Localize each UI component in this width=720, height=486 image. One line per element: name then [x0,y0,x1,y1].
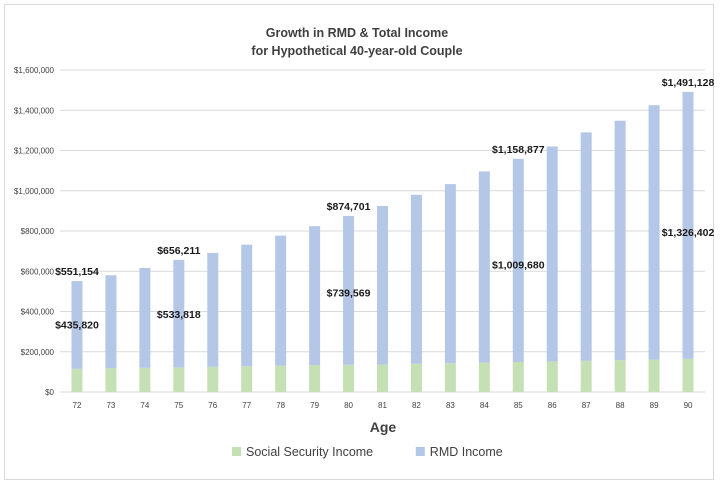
bar-rmd-income [546,146,558,362]
bar-social-security [512,361,524,392]
data-label: $1,326,402 [662,227,715,239]
bar-social-security [546,361,558,392]
bar-social-security [71,368,83,392]
x-tick-label: 72 [73,401,82,410]
x-axis-label: Age [370,419,397,435]
bar-social-security [648,359,660,392]
x-tick-label: 80 [344,401,353,410]
bar-social-security [173,367,185,392]
x-tick-label: 87 [582,401,591,410]
data-label: $533,818 [157,309,201,321]
y-axis-ticks: $0 $200,000 $400,000 $600,000 $800,000 $1,000… [14,66,55,397]
x-tick-label: 88 [616,401,625,410]
x-tick-label: 83 [446,401,455,410]
bar-rmd-income [241,244,253,367]
x-tick-label: 77 [242,401,251,410]
bar-rmd-income [648,105,660,360]
bar-rmd-income [682,91,694,359]
y-tick-label: $1,400,000 [14,106,55,115]
data-label: $656,211 [157,245,200,257]
x-tick-label: 75 [174,401,183,410]
x-tick-label: 81 [378,401,387,410]
bar-rmd-income [478,171,490,363]
bar-rmd-income [512,158,524,362]
bar-social-security [105,368,117,392]
data-label: $1,158,877 [492,144,545,156]
x-axis-ticks: 72 73 74 75 76 77 78 79 80 81 82 83 84 85 86 87 88 89 90 [73,401,694,410]
bar-social-security [444,363,456,392]
data-label: $1,009,680 [492,260,545,272]
bar-social-security [309,365,321,392]
data-label: $874,701 [327,201,371,213]
x-tick-label: 90 [684,401,693,410]
bar-rmd-income [139,268,151,368]
bar-social-security [682,358,694,392]
chart-frame [4,4,714,480]
data-labels: $551,154 $435,820 $656,211 $533,818 $874,701… [55,77,714,332]
y-tick-label: $600,000 [21,267,55,276]
chart-title-line-1: Growth in RMD & Total Income [266,26,448,40]
bar-social-security [207,366,219,392]
y-tick-label: $1,600,000 [14,66,55,75]
bar-rmd-income [614,120,626,361]
y-tick-label: $0 [45,388,54,397]
gridlines [60,69,705,393]
data-label: $739,569 [327,287,371,299]
chart-title-line-2: for Hypothetical 40-year-old Couple [251,44,462,58]
bar-rmd-income [309,226,321,366]
legend-label: Social Security Income [246,445,373,459]
bar-rmd-income [207,252,219,367]
bar-social-security [580,360,592,392]
x-tick-label: 76 [208,401,217,410]
bar-social-security [478,362,490,392]
x-tick-label: 89 [650,401,659,410]
bar-social-security [241,366,253,392]
x-tick-label: 73 [106,401,115,410]
x-tick-label: 82 [412,401,421,410]
x-tick-label: 74 [140,401,149,410]
legend: Social Security Income RMD Income [232,445,503,459]
bar-rmd-income [343,215,355,365]
bar-rmd-income [444,184,456,364]
bar-social-security [410,363,422,392]
x-tick-label: 79 [310,401,319,410]
bar-rmd-income [410,194,422,364]
bar-social-security [614,360,626,392]
bar-rmd-income [580,132,592,361]
data-label: $1,491,128 [662,77,715,89]
x-tick-label: 78 [276,401,285,410]
data-label: $551,154 [55,266,99,278]
bar-rmd-income [105,275,117,369]
y-tick-label: $200,000 [21,348,55,357]
bar-rmd-income [173,259,185,368]
bar-social-security [343,364,355,392]
data-label: $435,820 [55,319,99,331]
y-tick-label: $1,000,000 [14,187,55,196]
bar-social-security [377,364,388,392]
bar-social-security [275,365,287,392]
legend-swatch [415,447,425,456]
bar-social-security [139,367,151,392]
bar-rmd-income [377,206,388,365]
x-tick-label: 84 [480,401,489,410]
y-tick-label: $400,000 [21,308,55,317]
bar-rmd-income [71,281,83,369]
legend-label: RMD Income [430,445,503,459]
legend-swatch [232,447,241,456]
x-tick-label: 85 [514,401,523,410]
bar-rmd-income [275,235,287,366]
x-tick-label: 86 [548,401,557,410]
y-tick-label: $800,000 [21,227,55,236]
y-tick-label: $1,200,000 [14,147,55,156]
bars [71,91,694,392]
